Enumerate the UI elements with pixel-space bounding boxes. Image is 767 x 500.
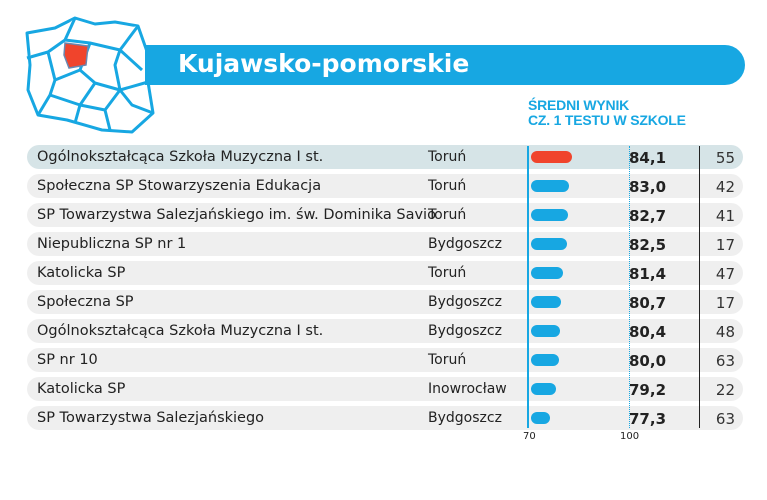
city-name: Bydgoszcz: [428, 410, 502, 426]
city-name: Toruń: [428, 352, 467, 368]
school-name: SP Towarzystwa Salezjańskiego: [37, 410, 265, 426]
table-row: Katolicka SP Toruń 81,4 47: [27, 261, 743, 285]
score-value: 77,3: [629, 410, 667, 428]
score-value: 80,4: [629, 323, 667, 341]
school-name: Katolicka SP: [37, 265, 126, 281]
table-row: Ogólnokształcąca Szkoła Muzyczna I st. To…: [27, 145, 743, 169]
score-value: 80,7: [629, 294, 667, 312]
school-name: Niepubliczna SP nr 1: [37, 236, 187, 252]
school-name: SP Towarzystwa Salezjańskiego im. św. Do…: [37, 207, 436, 223]
score-bar: [531, 180, 569, 192]
score-value: 79,2: [629, 381, 667, 399]
student-count: 17: [715, 294, 735, 312]
city-name: Inowrocław: [428, 381, 507, 397]
school-name: Społeczna SP: [37, 294, 134, 310]
school-name: Katolicka SP: [37, 381, 126, 397]
score-bar: [531, 325, 560, 337]
student-count: 17: [715, 236, 735, 254]
table-row: Społeczna SP Stowarzyszenia Edukacja Toru…: [27, 174, 743, 198]
school-name: SP nr 10: [37, 352, 98, 368]
student-count: 55: [715, 149, 735, 167]
table-row: SP Towarzystwa Salezjańskiego im. św. Do…: [27, 203, 743, 227]
city-name: Toruń: [428, 207, 467, 223]
school-name: Ogólnokształcąca Szkoła Muzyczna I st.: [37, 323, 324, 339]
city-name: Toruń: [428, 265, 467, 281]
table-row: Społeczna SP Bydgoszcz 80,7 17: [27, 290, 743, 314]
axis-line-100: [629, 146, 630, 428]
column-header-line: ŚREDNI WYNIK: [528, 97, 630, 113]
student-count: 22: [715, 381, 735, 399]
city-name: Bydgoszcz: [428, 294, 502, 310]
column-separator: [699, 146, 700, 428]
city-name: Toruń: [428, 178, 467, 194]
table-row: Ogólnokształcąca Szkoła Muzyczna I st. By…: [27, 319, 743, 343]
student-count: 47: [715, 265, 735, 283]
table-row: SP nr 10 Toruń 80,0 63: [27, 348, 743, 372]
score-bar: [531, 238, 568, 250]
table-row: SP Towarzystwa Salezjańskiego Bydgoszcz 77…: [27, 406, 743, 430]
region-title: Kujawsko-pomorskie: [178, 49, 470, 78]
title-banner: [145, 45, 745, 85]
poland-map-icon: [25, 16, 155, 134]
score-bar: [531, 354, 559, 366]
score-bar: [531, 151, 573, 163]
score-value: 81,4: [629, 265, 667, 283]
student-count: 41: [715, 207, 735, 225]
score-value: 84,1: [629, 149, 667, 167]
score-bar: [531, 267, 564, 279]
student-count: 42: [715, 178, 735, 196]
axis-line-70: [527, 146, 529, 428]
tick-label: 70: [523, 431, 536, 442]
score-value: 83,0: [629, 178, 667, 196]
score-bar: [531, 383, 556, 395]
score-value: 80,0: [629, 352, 667, 370]
school-name: Ogólnokształcąca Szkoła Muzyczna I st.: [37, 149, 324, 165]
student-count: 63: [715, 410, 735, 428]
score-bar: [531, 412, 550, 424]
column-header: ŚREDNI WYNIK CZ. 1 TESTU W SZKOLE: [528, 98, 686, 128]
tick-label: 100: [620, 431, 640, 442]
score-bar: [531, 209, 568, 221]
school-name: Społeczna SP Stowarzyszenia Edukacja: [37, 178, 322, 194]
student-count: 48: [715, 323, 735, 341]
table-row: Katolicka SP Inowrocław 79,2 22: [27, 377, 743, 401]
city-name: Bydgoszcz: [428, 323, 502, 339]
score-value: 82,5: [629, 236, 667, 254]
city-name: Bydgoszcz: [428, 236, 502, 252]
city-name: Toruń: [428, 149, 467, 165]
student-count: 63: [715, 352, 735, 370]
score-bar: [531, 296, 562, 308]
score-value: 82,7: [629, 207, 667, 225]
table-row: Niepubliczna SP nr 1 Bydgoszcz 82,5 17: [27, 232, 743, 256]
column-header-line: CZ. 1 TESTU W SZKOLE: [528, 112, 686, 128]
